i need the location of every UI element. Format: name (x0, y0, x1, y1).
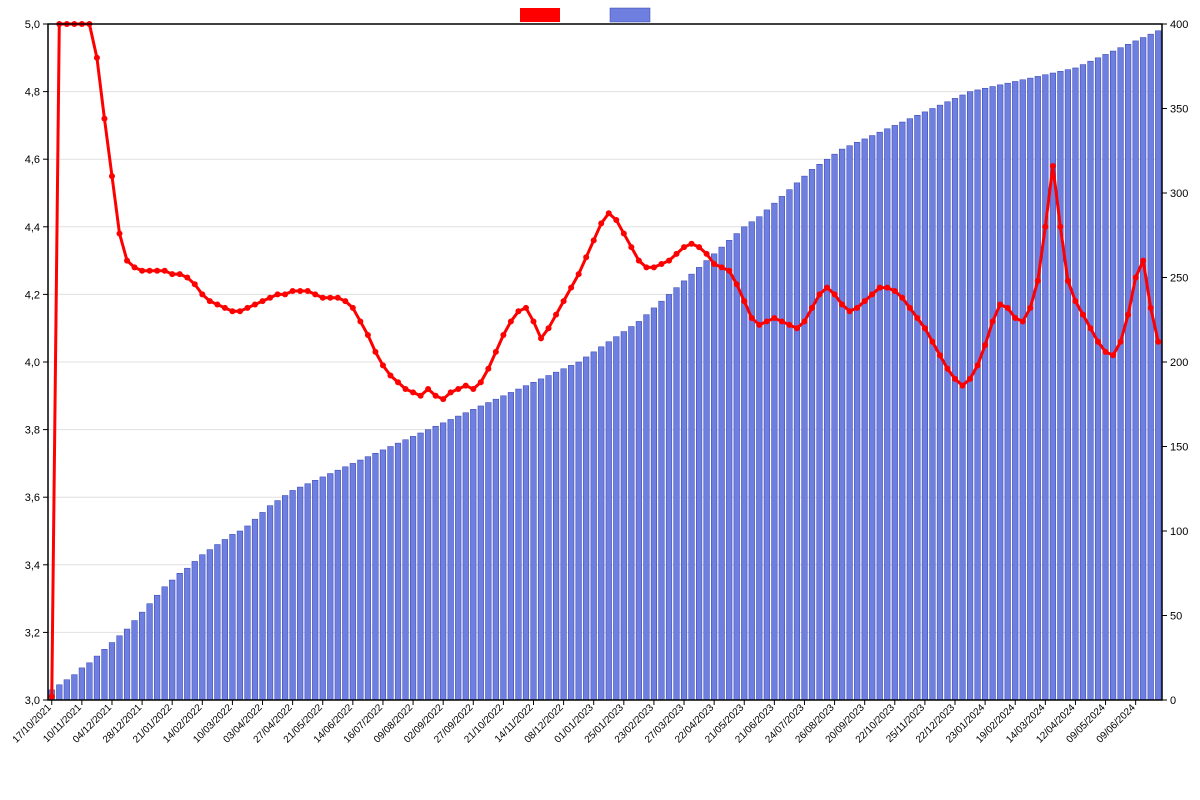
combo-chart: 3,0 3,2 3,4 3,6 3,8 4,0 4,2 4,4 4,6 4,8 5,0 0 50 100 1… (0, 0, 1200, 800)
y-right-tick-label: 150 (1170, 442, 1188, 454)
y-right-tick-label: 350 (1170, 104, 1188, 116)
y-left-tick-label: 3,2 (25, 627, 40, 639)
y-right-tick-label: 50 (1170, 611, 1182, 623)
legend-swatch-line (520, 8, 560, 22)
y-left-tick-label: 3,0 (25, 695, 40, 707)
y-left-tick-label: 5,0 (25, 19, 40, 31)
y-right-tick-label: 300 (1170, 188, 1188, 200)
y-left-tick-label: 4,4 (25, 222, 40, 234)
y-left-tick-label: 3,8 (25, 425, 40, 437)
y-left-tick-label: 3,6 (25, 492, 40, 504)
y-left-tick-label: 4,0 (25, 357, 40, 369)
y-left-tick-label: 3,4 (25, 560, 40, 572)
legend-swatch-bar (610, 8, 650, 22)
y-right-tick-label: 0 (1170, 695, 1176, 707)
y-left-tick-label: 4,6 (25, 154, 40, 166)
y-left-tick-label: 4,2 (25, 289, 40, 301)
y-right-tick-label: 200 (1170, 357, 1188, 369)
y-right-tick-label: 250 (1170, 273, 1188, 285)
chart-container: 3,0 3,2 3,4 3,6 3,8 4,0 4,2 4,4 4,6 4,8 5,0 0 50 100 1… (0, 0, 1200, 800)
y-right-tick-label: 100 (1170, 526, 1188, 538)
y-right-tick-label: 400 (1170, 19, 1188, 31)
y-left-tick-label: 4,8 (25, 87, 40, 99)
